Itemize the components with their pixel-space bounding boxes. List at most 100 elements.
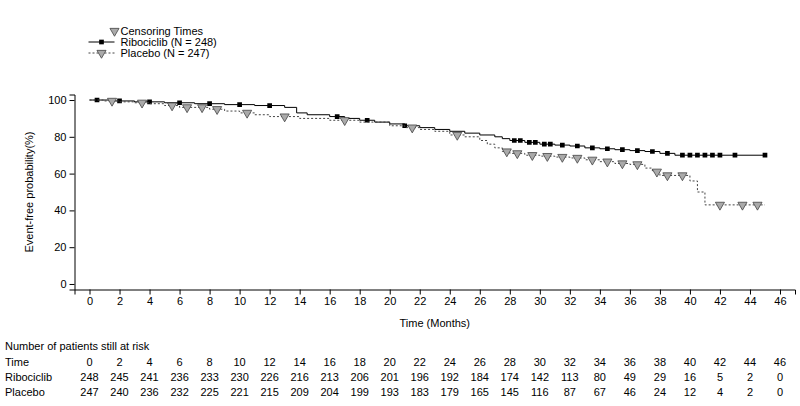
at-risk-time: 42 xyxy=(714,356,726,368)
censor-mark xyxy=(665,151,670,156)
x-tick-label: 38 xyxy=(654,295,666,307)
x-tick: 36 xyxy=(624,290,636,308)
x-tick: 30 xyxy=(534,290,546,308)
x-tick: 16 xyxy=(324,290,336,308)
x-tick-label: 8 xyxy=(207,295,213,307)
at-risk-count: 174 xyxy=(501,371,519,383)
at-risk-count: 216 xyxy=(290,371,308,383)
at-risk-count: 2 xyxy=(747,386,753,398)
y-tick-label: 100 xyxy=(48,94,66,106)
censor-mark xyxy=(168,103,177,111)
at-risk-row-label: Placebo xyxy=(5,386,45,398)
y-tick-mark xyxy=(70,174,75,175)
y-tick-mark xyxy=(70,100,75,101)
at-risk-count: 0 xyxy=(777,371,783,383)
x-tick-mark xyxy=(720,290,721,295)
censor-mark xyxy=(502,149,511,157)
y-tick: 80 xyxy=(54,131,74,143)
x-tick-mark xyxy=(270,290,271,295)
x-tick-label: 42 xyxy=(714,295,726,307)
at-risk-time: 36 xyxy=(624,356,636,368)
censor-mark xyxy=(542,142,547,147)
plot-area xyxy=(90,98,768,210)
km-curve xyxy=(90,100,765,155)
at-risk-time: 32 xyxy=(564,356,576,368)
x-tick-mark xyxy=(90,290,91,295)
at-risk-time: 4 xyxy=(146,356,152,368)
y-tick-mark xyxy=(70,284,75,285)
at-risk-time: 46 xyxy=(774,356,786,368)
at-risk-time: 0 xyxy=(86,356,92,368)
censor-mark xyxy=(753,202,762,210)
at-risk-count: 0 xyxy=(777,386,783,398)
at-risk-time: 44 xyxy=(744,356,756,368)
y-tick-mark xyxy=(70,137,75,138)
censor-mark xyxy=(177,100,182,105)
at-risk-count: 5 xyxy=(717,371,723,383)
at-risk-time: 26 xyxy=(474,356,486,368)
x-tick-label: 4 xyxy=(147,295,153,307)
at-risk-count: 165 xyxy=(471,386,489,398)
censor-mark xyxy=(605,146,610,151)
censor-mark xyxy=(710,153,715,158)
at-risk-time: 40 xyxy=(684,356,696,368)
at-risk-count: 248 xyxy=(80,371,98,383)
x-tick-label: 18 xyxy=(354,295,366,307)
x-tick-mark xyxy=(360,290,361,295)
at-risk-count: 46 xyxy=(624,386,636,398)
at-risk-count: 196 xyxy=(411,371,429,383)
at-risk-count: 199 xyxy=(351,386,369,398)
censor-mark xyxy=(588,157,597,165)
x-tick-label: 24 xyxy=(444,295,456,307)
x-axis: 0246810121416182022242628303234363840424… xyxy=(75,290,796,308)
censor-mark xyxy=(543,153,552,161)
y-tick: 0 xyxy=(60,278,74,290)
x-tick: 14 xyxy=(294,290,306,308)
x-tick: 28 xyxy=(504,290,516,308)
x-tick-mark xyxy=(690,290,691,295)
x-tick-mark xyxy=(660,290,661,295)
y-tick-label: 60 xyxy=(54,168,66,180)
at-risk-count: 142 xyxy=(531,371,549,383)
y-axis-line xyxy=(70,95,76,290)
at-risk-count: 24 xyxy=(654,386,666,398)
chart: 0246810121416182022242628303234363840424… xyxy=(0,0,800,406)
km-curve xyxy=(90,100,765,205)
x-tick-label: 16 xyxy=(324,295,336,307)
x-tick-mark xyxy=(540,290,541,295)
censor-mark xyxy=(663,173,672,181)
x-tick: 44 xyxy=(744,290,756,308)
at-risk-time: 12 xyxy=(264,356,276,368)
x-tick-label: 2 xyxy=(117,295,123,307)
x-tick-mark xyxy=(510,290,511,295)
at-risk-count: 184 xyxy=(471,371,489,383)
x-axis-line xyxy=(75,290,796,295)
at-risk-count: 236 xyxy=(170,371,188,383)
censor-mark xyxy=(733,153,738,158)
at-risk-time: 8 xyxy=(207,356,213,368)
x-tick-mark xyxy=(150,290,151,295)
at-risk-time: 10 xyxy=(233,356,245,368)
censor-mark xyxy=(680,153,685,158)
censor-mark xyxy=(620,147,625,152)
censor-mark xyxy=(590,146,595,151)
at-risk-time: 6 xyxy=(177,356,183,368)
at-risk-time: 22 xyxy=(414,356,426,368)
y-axis: 020406080100 xyxy=(48,94,75,290)
at-risk-time: 20 xyxy=(384,356,396,368)
x-tick: 12 xyxy=(264,290,276,308)
x-tick-mark xyxy=(120,290,121,295)
at-risk-time: 18 xyxy=(354,356,366,368)
y-tick: 40 xyxy=(54,204,74,216)
at-risk-time: 16 xyxy=(324,356,336,368)
censor-mark xyxy=(107,98,116,106)
at-risk-time: 14 xyxy=(294,356,306,368)
y-axis-title: Event-free probability(%) xyxy=(23,131,35,252)
at-risk-count: 12 xyxy=(684,386,696,398)
legend-marker xyxy=(99,40,104,45)
at-risk-count: 193 xyxy=(381,386,399,398)
at-risk-count: 201 xyxy=(381,371,399,383)
at-risk-row-label: Ribociclib xyxy=(5,371,52,383)
censor-mark xyxy=(237,102,242,107)
x-tick-label: 34 xyxy=(594,295,606,307)
